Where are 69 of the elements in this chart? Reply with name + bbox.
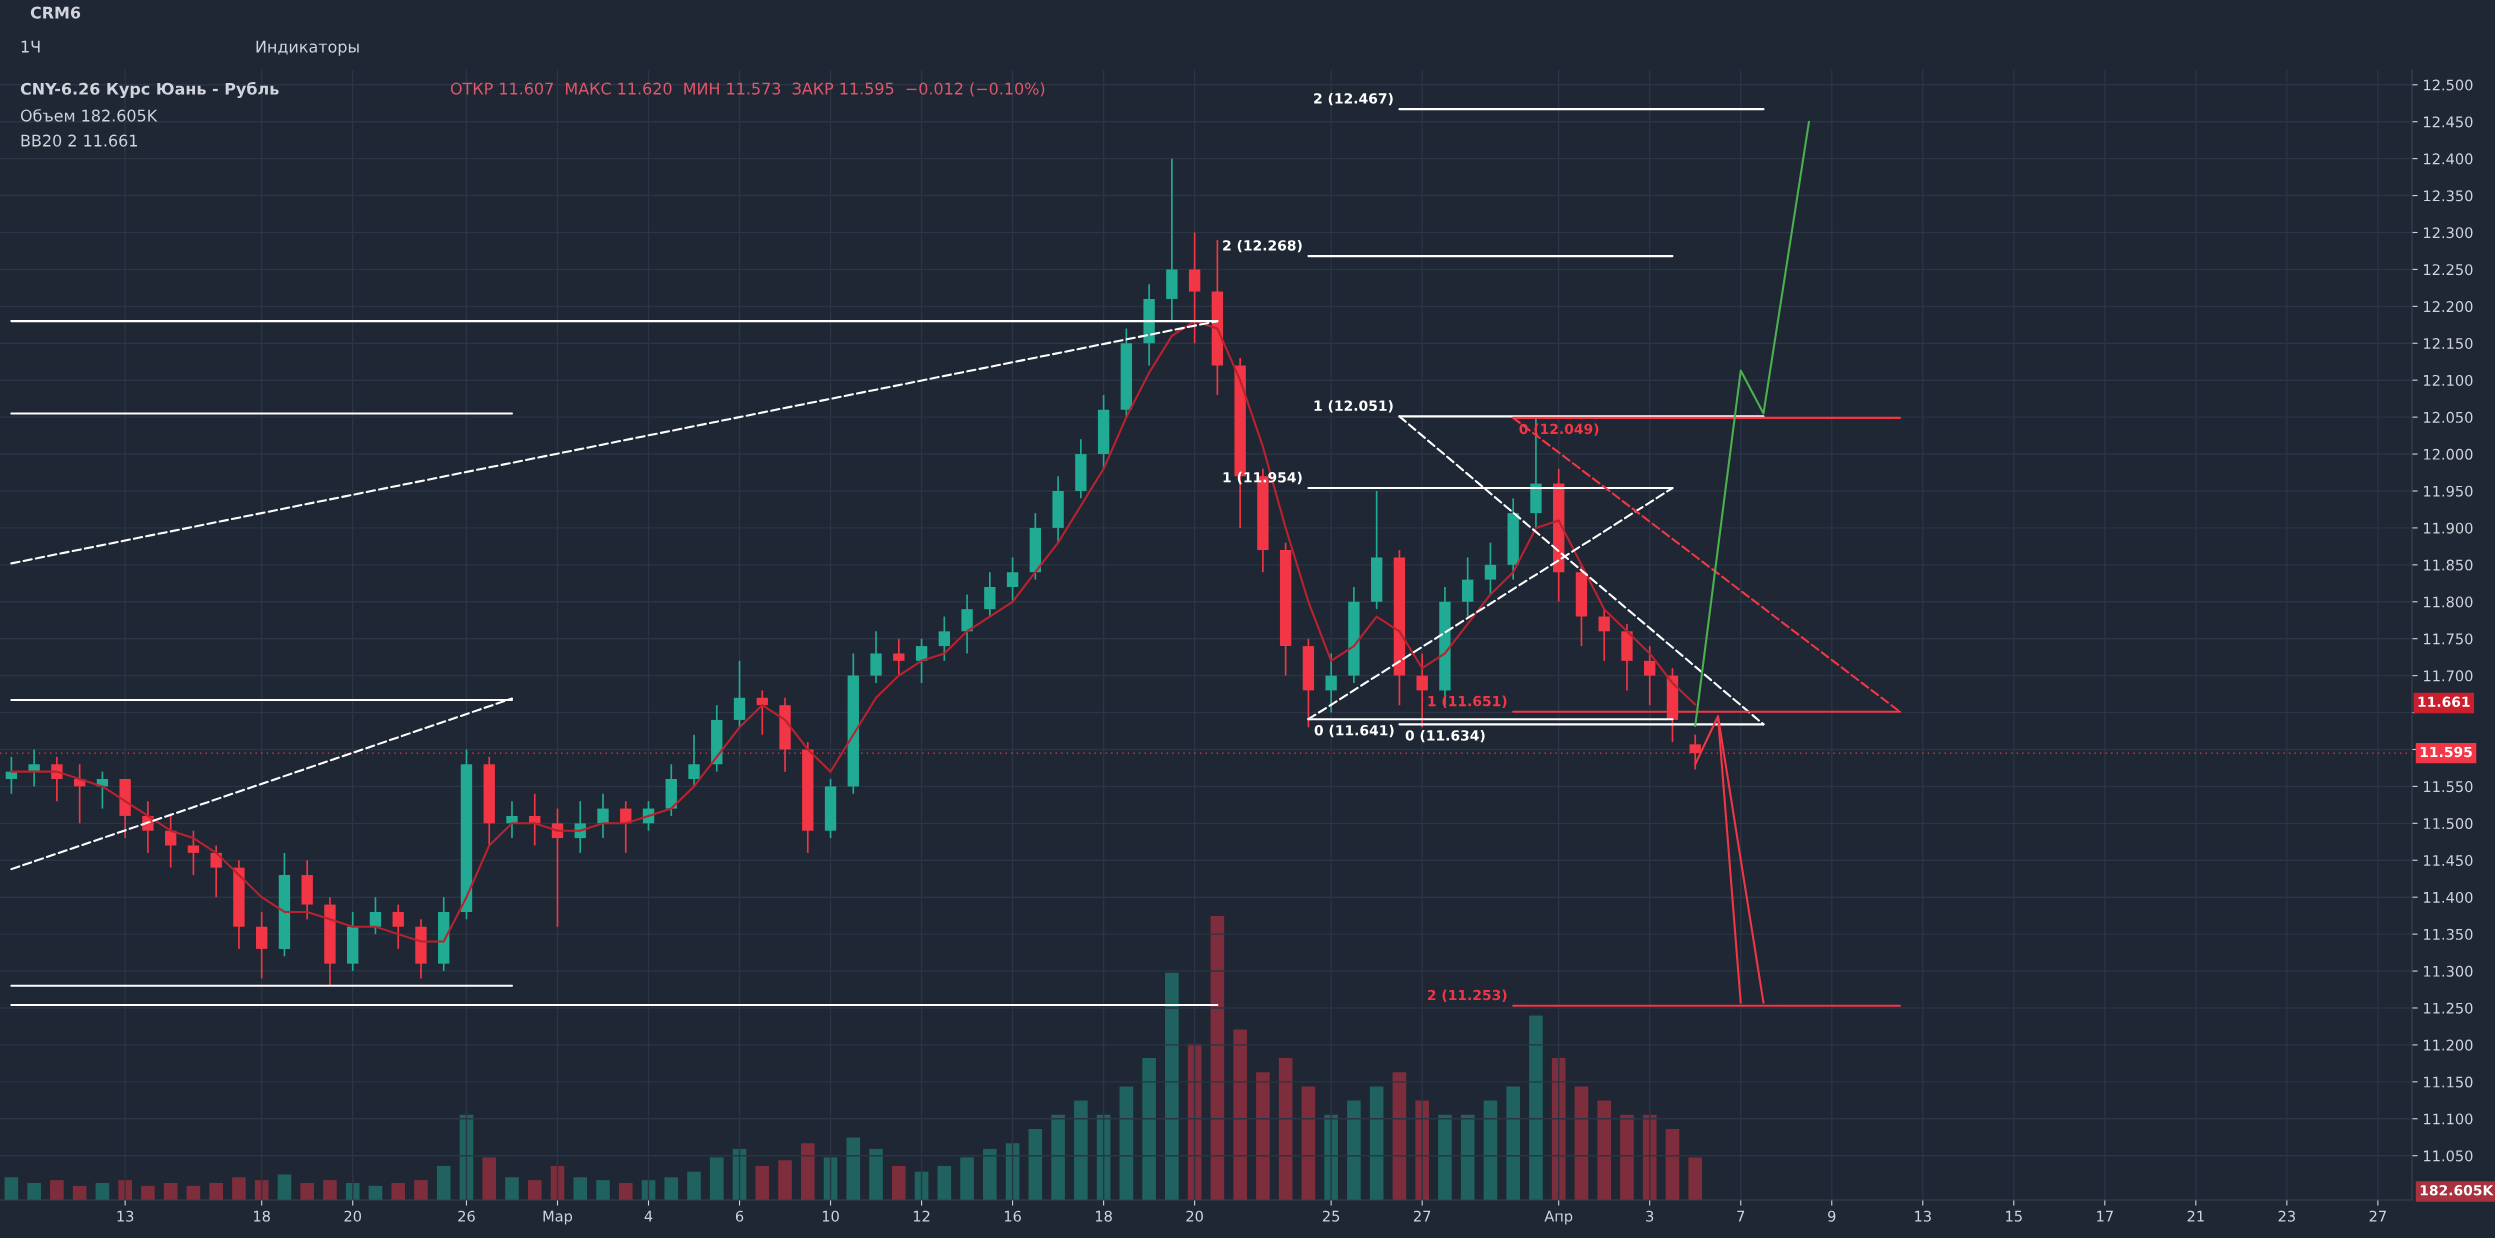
x-tick-label: 18 [254,1210,270,1222]
text: Индикаторы [256,40,359,56]
x-tick-label: Мар [543,1210,573,1225]
annotation: Объем 182.605K [20,109,158,122]
y-tick-label: 12.400 [2424,153,2473,165]
x-tick-label: 27 [2369,1210,2386,1222]
y-tick-label: 11.700 [2424,670,2473,682]
y-tick-label: 11.400 [2424,891,2473,903]
series-label: 2 (12.268) [1223,239,1302,253]
series-label: 0 (11.641) [1314,724,1394,738]
y-tick-label: 11.450 [2424,854,2473,867]
y-tick-label: 11.050 [2424,1150,2473,1162]
x-tick-label: 15 [2006,1210,2022,1222]
series-label: 2 (12.467) [1314,92,1393,106]
ref-line-label: 11.595 [2420,746,2472,758]
y-tick-label: 11.750 [2424,633,2473,645]
text: 182.605K [2420,1185,2494,1196]
text: CRM6 [30,6,81,19]
x-tick-label: 12 [913,1210,930,1222]
x-tick-label: 3 [1646,1210,1654,1222]
x-tick-label: 13 [1915,1210,1931,1222]
x-tick-label: 21 [2187,1210,2204,1222]
y-tick-label: 11.550 [2424,781,2473,793]
x-tick-label: 26 [458,1210,475,1222]
x-tick-label: 6 [735,1210,744,1222]
y-tick-label: 11.500 [2424,818,2473,830]
series-label: 1 (12.051) [1314,400,1393,413]
x-tick-label: 18 [1095,1210,1112,1222]
x-tick-label: 9 [1828,1210,1836,1222]
annotation: BB20 2 11.661 [21,134,137,147]
x-tick-label: 17 [2097,1210,2113,1222]
y-tick-label: 11.250 [2424,1002,2473,1014]
y-tick-label: 12.000 [2424,448,2473,460]
y-tick-label: 11.350 [2424,928,2473,940]
y-tick-label: 11.150 [2424,1076,2473,1088]
y-tick-label: 12.050 [2424,411,2473,423]
y-tick-label: 11.300 [2424,965,2473,977]
x-tick-label: 4 [644,1210,653,1222]
x-tick-label: 13 [117,1210,134,1222]
y-tick-label: 12.300 [2424,227,2473,239]
text: 1Ч [21,40,40,53]
x-tick-label: 10 [822,1210,839,1222]
y-tick-label: 12.200 [2424,301,2473,313]
x-tick-label: 16 [1004,1210,1021,1222]
y-tick-label: 12.100 [2424,374,2473,386]
series-label: 0 (11.634) [1405,729,1485,743]
y-tick-label: 12.150 [2424,337,2473,350]
y-tick-label: 11.100 [2424,1113,2473,1125]
series-label: 2 (11.253) [1427,989,1507,1002]
x-tick-label: 23 [2278,1210,2295,1222]
x-tick-label: Апр [1544,1210,1573,1225]
y-tick-label: 11.900 [2424,522,2473,534]
y-tick-label: 11.850 [2424,559,2473,571]
series-label: 1 (11.651) [1428,695,1507,708]
y-tick-label: 11.200 [2424,1039,2473,1051]
y-tick-label: 12.250 [2424,264,2473,276]
y-tick-label: 11.800 [2424,596,2473,608]
text: 11.661 [2418,696,2470,708]
x-tick-label: 20 [1186,1210,1203,1222]
x-tick-label: 7 [1737,1210,1745,1222]
y-tick-label: 11.950 [2424,485,2473,497]
x-tick-label: 27 [1413,1210,1431,1222]
y-tick-label: 12.450 [2424,116,2473,128]
y-tick-label: 12.350 [2424,190,2473,202]
y-tick-label: 12.500 [2424,79,2473,91]
text: CNY-6.26 Курс Юань - Рубль [20,81,279,99]
x-tick-label: 20 [344,1210,362,1222]
x-tick-label: 25 [1322,1210,1340,1222]
text: ОТКР 11.607 МАКС 11.620 МИН 11.573 ЗАКР 11.595 −0.012 (−0.10%) [450,82,1045,97]
